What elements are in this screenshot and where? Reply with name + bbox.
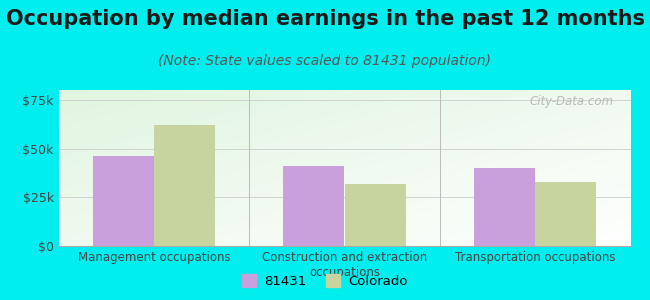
Text: City-Data.com: City-Data.com [529, 95, 614, 108]
Text: (Note: State values scaled to 81431 population): (Note: State values scaled to 81431 popu… [159, 54, 491, 68]
Bar [535, 182, 596, 246]
Bar [283, 166, 344, 246]
Bar [474, 168, 535, 246]
Legend: 81431, Colorado: 81431, Colorado [237, 268, 413, 293]
Text: Occupation by median earnings in the past 12 months: Occupation by median earnings in the pas… [5, 9, 645, 29]
Bar [344, 184, 406, 246]
Bar [93, 156, 154, 246]
Bar [154, 125, 215, 246]
